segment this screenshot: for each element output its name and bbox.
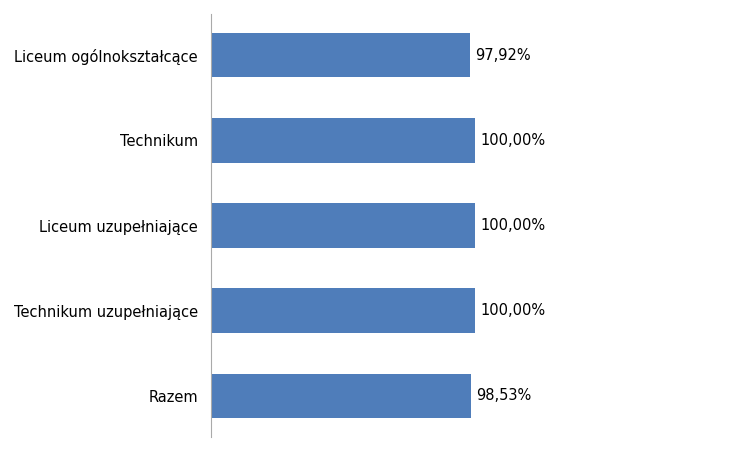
Text: 100,00%: 100,00% xyxy=(480,303,546,318)
Text: 100,00%: 100,00% xyxy=(480,218,546,233)
Text: 100,00%: 100,00% xyxy=(480,133,546,148)
Bar xyxy=(211,203,475,248)
Text: 98,53%: 98,53% xyxy=(477,388,532,403)
Bar xyxy=(211,118,475,162)
Text: 97,92%: 97,92% xyxy=(475,48,531,63)
Bar xyxy=(211,289,475,333)
Bar xyxy=(211,33,470,78)
Bar xyxy=(211,373,471,418)
